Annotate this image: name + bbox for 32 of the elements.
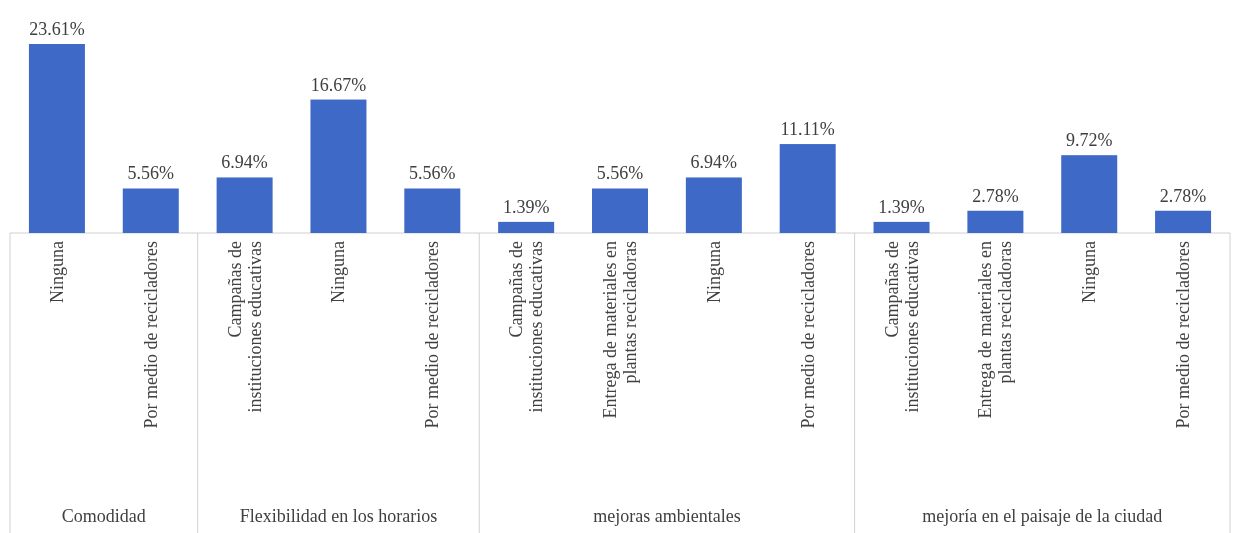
x-tick-label: Ninguna — [328, 241, 349, 303]
x-tick-label: Campañas de instituciones educativas — [224, 240, 265, 413]
x-axis-title: mejoras ambientales — [593, 506, 741, 526]
x-tick-label: Por medio de recicladores — [422, 241, 443, 429]
data-label: 16.67% — [310, 74, 367, 95]
data-label: 5.56% — [127, 163, 175, 184]
x-tick-label: Por medio de recicladores — [140, 241, 161, 429]
data-label: 11.11% — [780, 119, 835, 140]
x-tick-label: Por medio de recicladores — [1173, 241, 1194, 429]
x-tick-label: Campañas de instituciones educativas — [506, 240, 547, 413]
x-tick-label: Ninguna — [1079, 241, 1100, 303]
bar — [592, 188, 648, 233]
data-label: 5.56% — [409, 163, 456, 184]
x-axis-title: Comodidad — [61, 506, 146, 526]
data-label: 2.78% — [1159, 185, 1207, 206]
x-tick-label: Ninguna — [703, 241, 724, 303]
data-label: 23.61% — [29, 19, 85, 39]
bar — [498, 221, 555, 233]
x-tick-label: Ninguna — [46, 241, 67, 303]
x-tick-label: Campañas de instituciones educativas — [881, 240, 922, 413]
x-tick-label: Por medio de recicladores — [797, 241, 818, 429]
data-label: 2.78% — [972, 185, 1019, 206]
data-label: 1.39% — [878, 196, 925, 217]
data-label: 1.39% — [502, 196, 550, 217]
data-label: 9.72% — [1065, 130, 1113, 151]
data-label: 6.94% — [221, 152, 268, 173]
data-label: 5.56% — [596, 163, 644, 184]
bar — [685, 177, 742, 233]
data-label: 6.94% — [690, 152, 738, 173]
x-axis-title: Flexibilidad en los horarios — [239, 506, 438, 526]
x-axis-title: mejoría en el paisaje de la ciudad — [922, 506, 1163, 526]
bar — [779, 144, 836, 233]
